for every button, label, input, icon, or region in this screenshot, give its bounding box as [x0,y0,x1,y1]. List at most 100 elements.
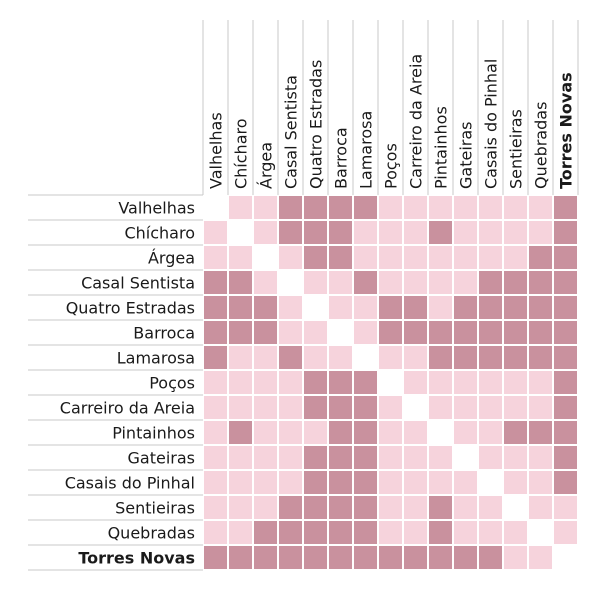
cell-chicharo-casal-sentista [279,221,302,244]
cell-sentieiras-sentieiras [504,496,527,519]
column-label-quatro-estradas: Quatro Estradas [307,60,326,189]
cell-argea-chicharo [229,246,252,269]
cell-casais-do-pinhal-casais-do-pinhal [479,471,502,494]
cell-lamarosa-pocos [379,346,402,369]
row-label-sentieiras: Sentieiras [115,499,195,518]
cell-torres-novas-torres-novas [554,546,577,569]
cell-pintainhos-valhelhas [204,421,227,444]
cell-casais-do-pinhal-quebradas [529,471,552,494]
cell-barroca-barroca [329,321,352,344]
row-label-pintainhos: Pintainhos [112,424,195,443]
cell-quatro-estradas-gateiras [454,296,477,319]
cell-pintainhos-pintainhos [429,421,452,444]
cell-quatro-estradas-quatro-estradas [304,296,327,319]
cell-pintainhos-torres-novas [554,421,577,444]
cell-argea-pocos [379,246,402,269]
cell-torres-novas-pintainhos [429,546,452,569]
cell-pocos-carreiro-da-areia [404,371,427,394]
cell-pocos-chicharo [229,371,252,394]
cell-valhelhas-argea [254,196,277,219]
cell-quatro-estradas-casal-sentista [279,296,302,319]
cell-barroca-carreiro-da-areia [404,321,427,344]
cell-pocos-pocos [379,371,402,394]
cell-chicharo-barroca [329,221,352,244]
cell-lamarosa-torres-novas [554,346,577,369]
cell-sentieiras-pintainhos [429,496,452,519]
row-label-casais-do-pinhal: Casais do Pinhal [65,474,195,493]
column-label-barroca: Barroca [332,127,351,189]
row-label-quatro-estradas: Quatro Estradas [66,299,195,318]
cell-sentieiras-chicharo [229,496,252,519]
cell-sentieiras-argea [254,496,277,519]
cell-casal-sentista-argea [254,271,277,294]
cell-carreiro-da-areia-valhelhas [204,396,227,419]
cell-casais-do-pinhal-barroca [329,471,352,494]
cell-pintainhos-sentieiras [504,421,527,444]
cell-carreiro-da-areia-casais-do-pinhal [479,396,502,419]
cell-gateiras-barroca [329,446,352,469]
cell-casais-do-pinhal-sentieiras [504,471,527,494]
cell-chicharo-valhelhas [204,221,227,244]
cell-pintainhos-carreiro-da-areia [404,421,427,444]
cell-sentieiras-barroca [329,496,352,519]
cell-barroca-casais-do-pinhal [479,321,502,344]
row-label-gateiras: Gateiras [128,449,195,468]
cell-casais-do-pinhal-lamarosa [354,471,377,494]
row-label-valhelhas: Valhelhas [118,199,195,218]
column-label-lamarosa: Lamarosa [357,111,376,189]
cell-valhelhas-casais-do-pinhal [479,196,502,219]
cell-gateiras-lamarosa [354,446,377,469]
cell-pintainhos-casal-sentista [279,421,302,444]
cell-gateiras-gateiras [454,446,477,469]
cell-chicharo-argea [254,221,277,244]
cell-carreiro-da-areia-carreiro-da-areia [404,396,427,419]
cell-quebradas-lamarosa [354,521,377,544]
row-label-lamarosa: Lamarosa [117,349,195,368]
cell-gateiras-pintainhos [429,446,452,469]
cell-valhelhas-quebradas [529,196,552,219]
cell-pocos-casais-do-pinhal [479,371,502,394]
cell-torres-novas-casal-sentista [279,546,302,569]
cell-pocos-argea [254,371,277,394]
cell-gateiras-torres-novas [554,446,577,469]
column-label-casal-sentista: Casal Sentista [282,75,301,189]
cell-valhelhas-pintainhos [429,196,452,219]
cell-casal-sentista-quatro-estradas [304,271,327,294]
row-label-torres-novas: Torres Novas [78,549,195,568]
cell-carreiro-da-areia-casal-sentista [279,396,302,419]
cell-pintainhos-barroca [329,421,352,444]
column-label-casais-do-pinhal: Casais do Pinhal [482,59,501,189]
cell-torres-novas-argea [254,546,277,569]
cell-pocos-torres-novas [554,371,577,394]
cell-valhelhas-chicharo [229,196,252,219]
cell-valhelhas-casal-sentista [279,196,302,219]
cell-argea-torres-novas [554,246,577,269]
cell-chicharo-pintainhos [429,221,452,244]
cell-quatro-estradas-argea [254,296,277,319]
cell-sentieiras-casal-sentista [279,496,302,519]
cell-quatro-estradas-barroca [329,296,352,319]
row-label-chicharo: Chícharo [124,224,195,243]
cell-argea-barroca [329,246,352,269]
cell-pocos-casal-sentista [279,371,302,394]
cell-quatro-estradas-sentieiras [504,296,527,319]
cell-casais-do-pinhal-torres-novas [554,471,577,494]
cell-gateiras-casais-do-pinhal [479,446,502,469]
cell-argea-gateiras [454,246,477,269]
cell-quebradas-sentieiras [504,521,527,544]
cell-quebradas-valhelhas [204,521,227,544]
cell-argea-quebradas [529,246,552,269]
cell-barroca-casal-sentista [279,321,302,344]
cell-gateiras-valhelhas [204,446,227,469]
cell-sentieiras-gateiras [454,496,477,519]
cell-casal-sentista-carreiro-da-areia [404,271,427,294]
column-label-torres-novas: Torres Novas [557,72,576,189]
cell-chicharo-quatro-estradas [304,221,327,244]
cell-chicharo-lamarosa [354,221,377,244]
cell-sentieiras-pocos [379,496,402,519]
cell-valhelhas-valhelhas [204,196,227,219]
cell-torres-novas-carreiro-da-areia [404,546,427,569]
cell-pintainhos-lamarosa [354,421,377,444]
column-labels: Valhelhas Chícharo Árgea Casal Sentista Quat… [207,54,576,189]
cell-lamarosa-quebradas [529,346,552,369]
